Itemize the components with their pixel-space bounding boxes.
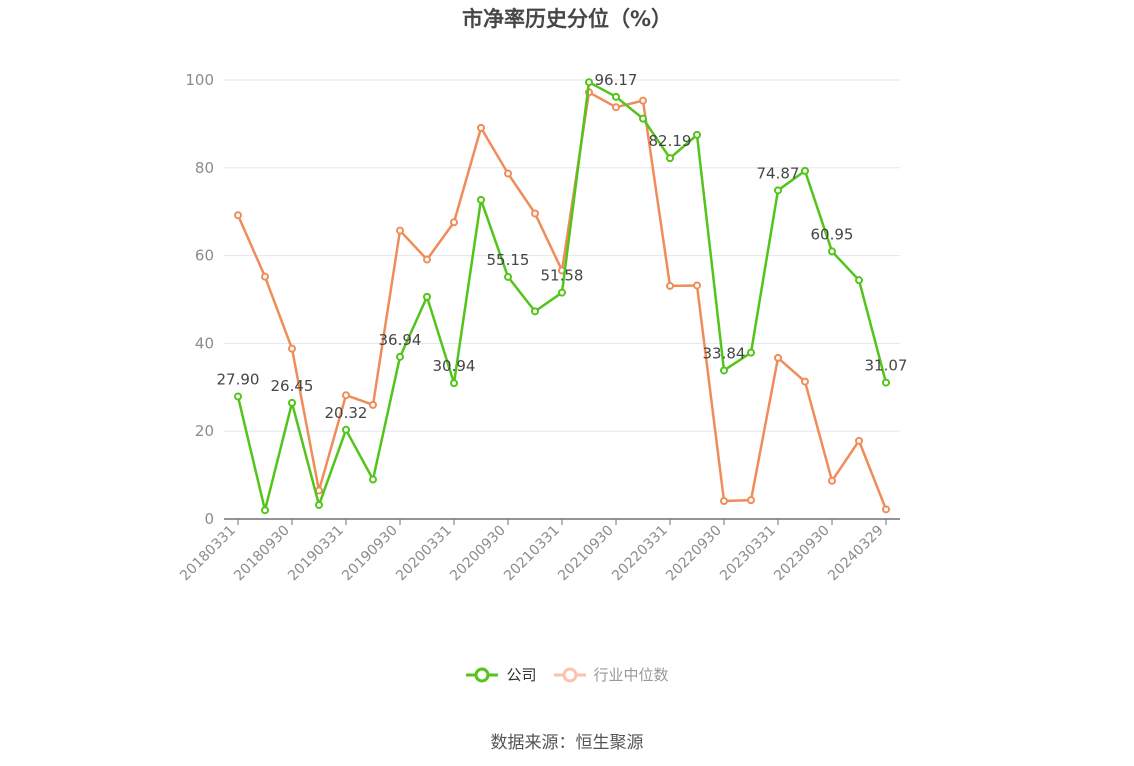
data-label: 33.84 [703, 344, 746, 362]
x-tick-label: 20230331 [717, 523, 779, 585]
grid-lines [224, 79, 900, 432]
data-label: 27.90 [217, 371, 260, 389]
y-tick-label: 60 [195, 247, 214, 265]
data-point-industry-median [747, 496, 755, 505]
data-point-industry-median [612, 103, 620, 112]
data-point-industry-median [369, 400, 377, 409]
data-point-company [720, 366, 728, 375]
x-tick-label: 20210930 [555, 523, 617, 585]
legend: 公司 行业中位数 [0, 664, 1134, 685]
data-point-industry-median [882, 505, 890, 514]
data-point-company [531, 307, 539, 316]
data-point-company [801, 166, 809, 175]
data-point-industry-median [450, 218, 458, 227]
x-tick-label: 20220930 [663, 523, 725, 585]
data-point-company [774, 186, 782, 195]
data-point-industry-median [639, 96, 647, 105]
data-point-industry-median [342, 391, 350, 400]
data-point-company [855, 276, 863, 285]
data-point-company [450, 379, 458, 388]
data-point-industry-median [261, 272, 269, 281]
x-tick-label: 20180331 [177, 523, 239, 585]
data-point-company [234, 392, 242, 401]
legend-label-company: 公司 [506, 666, 537, 684]
data-point-company [666, 154, 674, 163]
y-tick-label: 100 [185, 71, 214, 89]
data-point-company [396, 352, 404, 361]
data-point-company [504, 272, 512, 281]
data-point-industry-median [234, 211, 242, 220]
y-tick-label: 80 [195, 159, 214, 177]
source-note: 数据来源：恒生聚源 [490, 733, 644, 753]
data-label: 60.95 [811, 225, 854, 243]
x-tick-label: 20210331 [501, 523, 563, 585]
data-point-company [882, 378, 890, 387]
data-label: 96.17 [595, 71, 638, 89]
data-point-industry-median [801, 377, 809, 386]
data-point-industry-median [477, 123, 485, 132]
data-point-company [261, 506, 269, 515]
data-point-company [369, 475, 377, 484]
data-point-company [288, 398, 296, 407]
data-point-industry-median [774, 353, 782, 362]
x-tick-label: 20190930 [339, 523, 401, 585]
data-point-industry-median [855, 436, 863, 445]
data-point-industry-median [693, 281, 701, 290]
x-tick-label: 20190331 [285, 523, 347, 585]
data-point-industry-median [531, 209, 539, 218]
data-point-company [342, 425, 350, 434]
data-label: 82.19 [649, 132, 692, 150]
legend-item-company[interactable]: 公司 [465, 664, 537, 685]
data-point-company [558, 288, 566, 297]
chart-title: 市净率历史分位（%） [461, 7, 673, 31]
data-point-company [828, 247, 836, 256]
x-tick-label: 20230930 [771, 523, 833, 585]
legend-label-industry-median: 行业中位数 [593, 666, 669, 684]
x-tick-label: 20200930 [447, 523, 509, 585]
data-label: 30.94 [433, 357, 476, 375]
axes: 0 20 40 60 80 100 2018033120180930201903312019… [177, 71, 900, 584]
data-point-company [639, 114, 647, 123]
data-point-company [585, 78, 593, 87]
series-line-industry-median [236, 91, 888, 510]
data-point-company [693, 130, 701, 139]
data-label: 31.07 [865, 357, 908, 375]
x-tick-label: 20220331 [609, 523, 671, 585]
data-point-industry-median [288, 344, 296, 353]
data-point-company [423, 292, 431, 301]
data-point-company [747, 348, 755, 357]
data-point-industry-median [423, 255, 431, 264]
data-labels: 27.90 26.45 20.32 36.94 30.94 55.15 51.58 96.17… [217, 71, 908, 422]
x-tick-label: 20240329 [825, 523, 887, 585]
x-tick-label: 20200331 [393, 523, 455, 585]
data-label: 20.32 [325, 404, 368, 422]
y-tick-label: 0 [204, 510, 214, 528]
data-point-industry-median [396, 226, 404, 235]
data-point-company [612, 92, 620, 101]
data-label: 51.58 [541, 267, 584, 285]
data-label: 36.94 [379, 331, 422, 349]
series-lines [234, 78, 890, 515]
data-point-company [477, 195, 485, 204]
data-point-industry-median [720, 497, 728, 506]
y-tick-label: 40 [195, 334, 214, 352]
legend-marker-icon [466, 667, 499, 682]
data-point-company [315, 500, 323, 509]
y-tick-label: 20 [195, 422, 214, 440]
data-point-industry-median [828, 476, 836, 485]
data-label: 26.45 [271, 377, 314, 395]
legend-item-industry-median[interactable]: 行业中位数 [553, 664, 669, 685]
legend-marker-icon [553, 667, 586, 682]
data-label: 55.15 [487, 251, 530, 269]
data-point-industry-median [504, 169, 512, 178]
x-tick-label: 20180930 [231, 523, 293, 585]
data-point-industry-median [666, 281, 674, 290]
data-label: 74.87 [757, 164, 800, 182]
